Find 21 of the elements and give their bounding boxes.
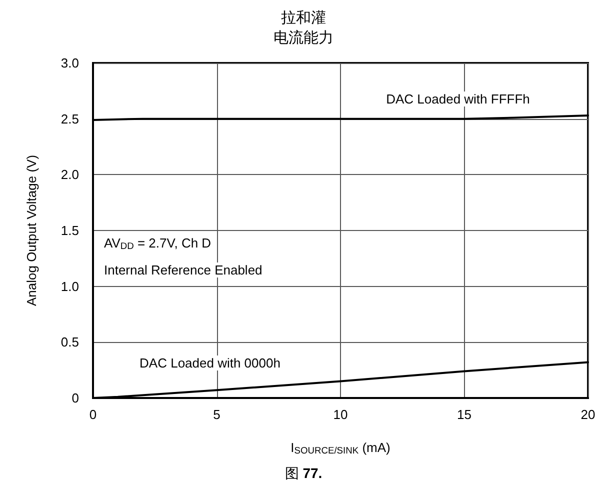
- y-tick-label: 2.0: [60, 167, 79, 182]
- annotation: Internal Reference Enabled: [104, 262, 262, 278]
- y-tick-label: 0.5: [60, 334, 79, 350]
- x-tick-label: 15: [457, 407, 472, 422]
- y-tick-label: 1.5: [60, 223, 79, 238]
- y-tick-label: 3.0: [60, 56, 79, 70]
- x-tick-label: 10: [333, 407, 348, 422]
- y-tick-label: 1.0: [60, 278, 79, 294]
- y-tick-label: 0: [72, 390, 79, 406]
- x-tick-label: 20: [580, 407, 596, 422]
- y-tick-label: 2.5: [60, 111, 79, 126]
- annotation: DAC Loaded with 0000h: [140, 356, 280, 370]
- x-tick-label: 5: [213, 407, 220, 422]
- annotation: DAC Loaded with FFFFh: [386, 92, 530, 106]
- y-axis-title: Analog Output Voltage (V): [24, 154, 39, 306]
- x-axis-title: ISOURCE/SINK (mA): [290, 440, 390, 456]
- annotation: AVDD = 2.7V, Ch D: [104, 236, 212, 251]
- chart-subtitle: 电流能力: [274, 30, 334, 46]
- caption: 图 77.: [284, 465, 322, 481]
- x-tick-label: 0: [89, 407, 97, 422]
- chart-title: 拉和灌: [281, 10, 326, 26]
